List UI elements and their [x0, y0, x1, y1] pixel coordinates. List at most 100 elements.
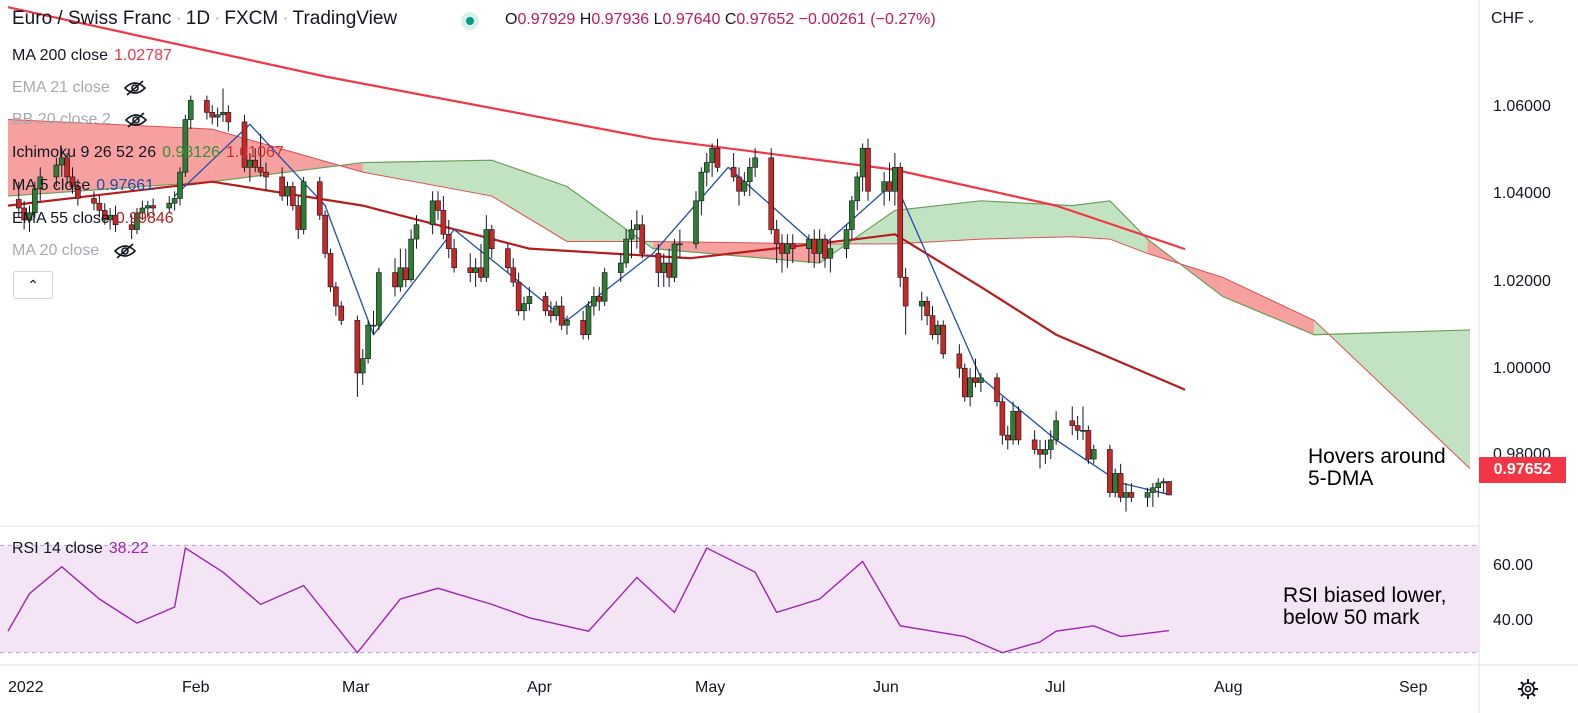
candle-body — [1080, 430, 1086, 432]
candle — [854, 172, 861, 211]
legend-label: EMA 21 close — [12, 79, 110, 96]
candle — [445, 219, 452, 259]
cloud-segment — [491, 160, 567, 242]
candle-body — [440, 210, 447, 235]
price-annotation: Hovers around 5-DMA — [1308, 446, 1446, 490]
price-tick: 1.02000 — [1493, 273, 1551, 290]
candle — [1004, 425, 1011, 450]
candle — [107, 208, 113, 230]
candle — [693, 191, 699, 249]
candle-body — [553, 305, 560, 316]
candle — [553, 301, 560, 321]
candle-body — [940, 324, 947, 355]
legend-rsi[interactable]: RSI 14 close 38.22 — [12, 540, 149, 558]
candle-body — [859, 147, 866, 178]
candle-body — [961, 367, 968, 398]
symbol-name[interactable]: Euro / Swiss Franc — [12, 8, 172, 29]
legend-ema55[interactable]: EMA 55 close 0.99846 — [12, 209, 174, 229]
candle — [940, 320, 947, 359]
candle — [1166, 481, 1172, 496]
candle-body — [1004, 434, 1011, 441]
cloud-span-b — [7, 119, 1471, 469]
candle — [703, 153, 710, 187]
legend-value: 0.97661 — [96, 177, 155, 194]
legend-ema21[interactable]: EMA 21 close — [12, 78, 147, 98]
candle-body — [1010, 410, 1016, 441]
candle — [806, 234, 812, 263]
candle-body — [886, 181, 893, 192]
candle-body — [171, 198, 178, 204]
gear-icon[interactable] — [1517, 678, 1539, 700]
price-tick: 1.00000 — [1493, 360, 1551, 377]
candle-body — [714, 147, 721, 168]
candle — [714, 138, 721, 173]
candle-body — [542, 296, 549, 312]
open-value: 0.97929 — [517, 11, 576, 28]
symbol-title[interactable]: Euro / Swiss Franc · 1D · FXCM · TradingView — [12, 8, 398, 29]
candle — [322, 210, 328, 259]
legend-ma5[interactable]: MA 5 close 0.97661 — [12, 176, 154, 196]
eye-off-icon[interactable] — [113, 243, 136, 259]
eye-off-icon[interactable] — [124, 80, 147, 96]
candle-body — [15, 199, 22, 209]
currency-selector[interactable]: CHF ⌄ — [1491, 10, 1536, 28]
candle — [816, 229, 823, 263]
candle-body — [660, 262, 667, 273]
cloud-segment — [980, 200, 1073, 240]
candle-body — [628, 229, 635, 240]
candle-body — [972, 377, 979, 383]
legend-ichimoku[interactable]: Ichimoku 9 26 52 26 0.98126 1.01067 — [12, 143, 284, 163]
candle-body — [300, 181, 307, 230]
candle — [789, 234, 796, 263]
candle-body — [96, 202, 103, 211]
candle-body — [580, 320, 586, 336]
candle — [467, 253, 474, 283]
candle — [634, 210, 640, 249]
candle — [558, 296, 565, 330]
candle-body — [1107, 449, 1113, 493]
legend-ma200[interactable]: MA 200 close 1.02787 — [12, 46, 172, 66]
candle-body — [252, 159, 259, 168]
candle-body — [999, 401, 1006, 436]
candle-body — [601, 272, 608, 302]
candle — [736, 167, 742, 206]
candle — [338, 301, 345, 326]
eye-off-icon[interactable] — [125, 112, 148, 128]
candle-body — [64, 157, 70, 178]
candle — [956, 344, 963, 378]
candle — [526, 286, 533, 311]
candle-body — [1155, 482, 1162, 489]
candle — [548, 301, 554, 323]
candle — [177, 167, 183, 206]
price-tick: 1.06000 — [1493, 98, 1551, 115]
candle-body — [617, 262, 624, 273]
candle-body — [854, 176, 861, 202]
cloud-segment — [362, 160, 492, 197]
candle — [897, 162, 904, 287]
legend-bb20[interactable]: BB 20 close 2 — [12, 110, 148, 130]
candle-body — [526, 296, 533, 304]
series-line-ma-200-close — [7, 6, 1186, 251]
legend-label: Ichimoku 9 26 52 26 — [12, 144, 157, 161]
legend-ma20[interactable]: MA 20 close — [12, 241, 136, 261]
candle-body — [897, 167, 904, 278]
candle — [521, 296, 527, 321]
candle — [1117, 463, 1124, 503]
candle — [639, 215, 646, 259]
candle-body — [655, 253, 662, 273]
candle-body — [1074, 425, 1081, 431]
candle-body — [591, 296, 597, 307]
rsi-tick: 60.00 — [1493, 557, 1534, 574]
market-status-icon[interactable] — [461, 12, 479, 30]
candle — [784, 234, 791, 268]
collapse-legend-button[interactable]: ⌃ — [13, 271, 53, 299]
candle-body — [564, 320, 570, 326]
candle — [1112, 468, 1119, 498]
candle — [483, 215, 490, 283]
candle-body — [548, 310, 554, 316]
candle — [1123, 482, 1129, 512]
candle-body — [397, 267, 404, 288]
series-line-ma-5-close — [174, 123, 1170, 496]
interval[interactable]: 1D — [185, 8, 211, 29]
